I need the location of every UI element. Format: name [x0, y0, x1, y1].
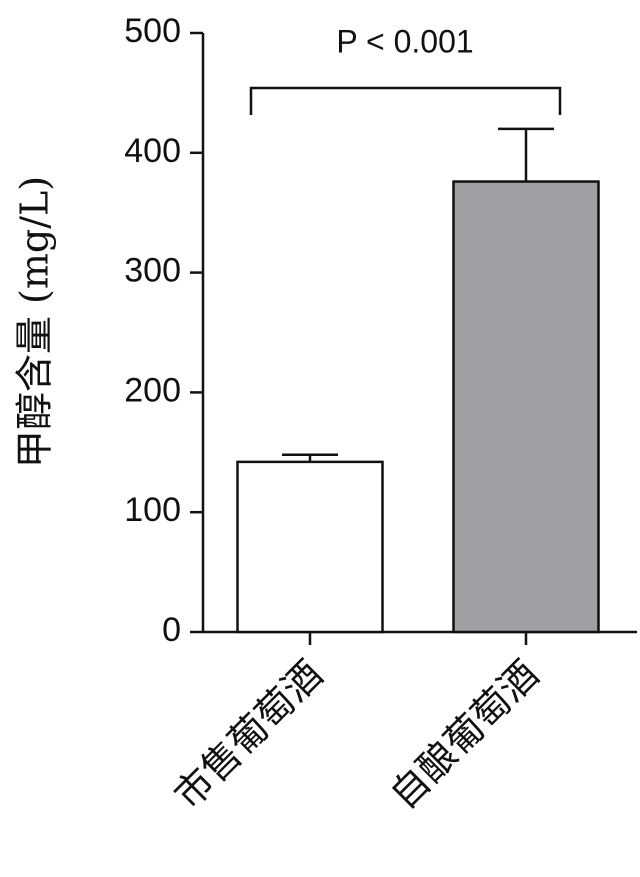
y-tick-label: 200	[124, 371, 181, 409]
bar	[236, 460, 384, 634]
annotation: P < 0.001	[336, 23, 473, 59]
bar	[452, 180, 600, 634]
significance-bracket	[249, 86, 562, 115]
y-tick-label: 500	[124, 12, 181, 50]
y-tick-label: 100	[124, 491, 181, 529]
y-axis-title: 甲醇含量 (mg/L)	[13, 176, 57, 468]
y-tick-label: 400	[124, 132, 181, 170]
x-tick-label: 自酿葡萄酒	[382, 652, 547, 817]
y-tick-label: 300	[124, 252, 181, 290]
y-tick-label: 0	[162, 611, 181, 649]
x-tick-label: 市售葡萄酒	[166, 652, 331, 817]
